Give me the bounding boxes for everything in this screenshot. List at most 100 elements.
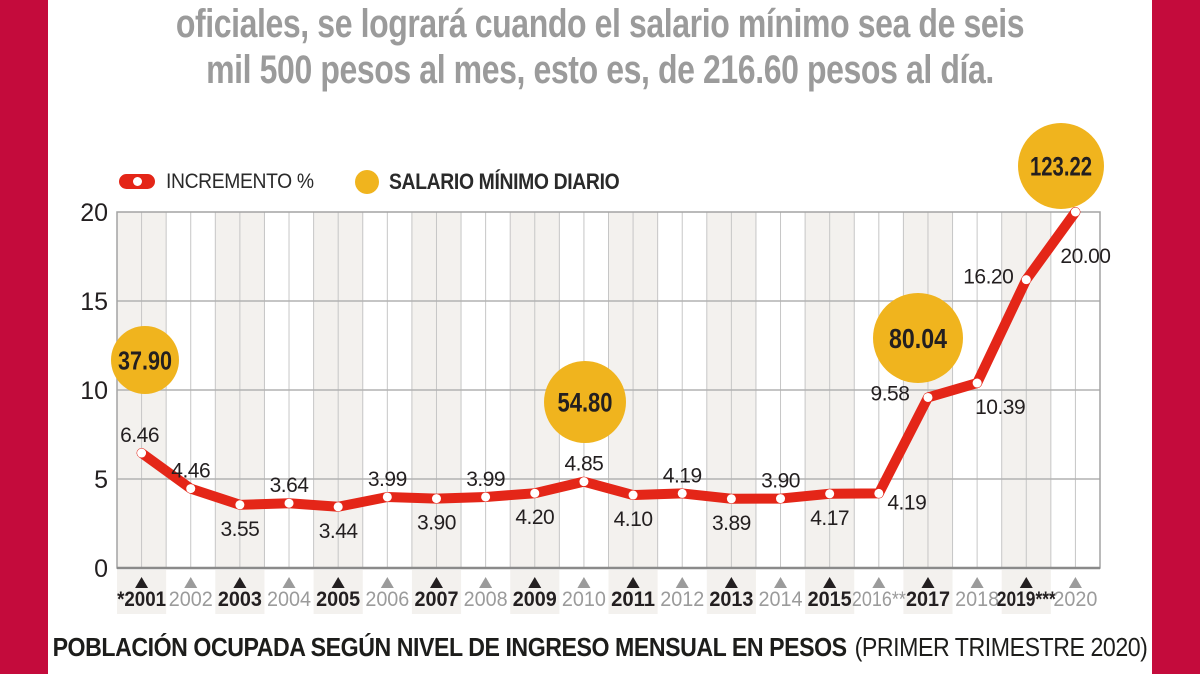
year-label: *2001 bbox=[117, 588, 166, 611]
year-tick-triangle bbox=[577, 577, 591, 588]
year-tick-triangle bbox=[380, 577, 394, 588]
year-label: 2007 bbox=[414, 588, 458, 611]
year-label: 2019*** bbox=[997, 588, 1057, 611]
year-tick-triangle bbox=[724, 577, 738, 588]
year-label: 2012 bbox=[660, 588, 704, 611]
data-point bbox=[137, 448, 147, 458]
year-tick-triangle bbox=[970, 577, 984, 588]
y-axis-label: 15 bbox=[80, 288, 108, 316]
data-point-label: 3.64 bbox=[270, 474, 310, 497]
salary-circle-swatch bbox=[354, 169, 379, 194]
data-point-label: 4.85 bbox=[564, 453, 603, 476]
y-axis-label: 10 bbox=[80, 377, 108, 405]
year-label: 2003 bbox=[218, 588, 262, 611]
data-point bbox=[874, 488, 884, 498]
left-border-bar bbox=[0, 0, 48, 674]
salary-circle-label: 37.90 bbox=[118, 345, 172, 375]
year-label: 2006 bbox=[365, 588, 409, 611]
data-point-label: 6.46 bbox=[120, 424, 159, 447]
headline-line-2: mil 500 pesos al mes, esto es, de 216.60… bbox=[206, 48, 994, 92]
year-tick-triangle bbox=[479, 577, 493, 588]
data-point bbox=[972, 378, 982, 388]
year-tick-triangle bbox=[872, 577, 886, 588]
year-tick-triangle bbox=[626, 577, 640, 588]
year-label: 2011 bbox=[611, 588, 655, 611]
footer-title: POBLACIÓN OCUPADA SEGÚN NIVEL DE INGRESO… bbox=[53, 632, 1148, 663]
y-axis-label: 5 bbox=[94, 466, 108, 494]
data-point-label: 16.20 bbox=[963, 266, 1013, 289]
data-point bbox=[677, 488, 687, 498]
year-tick-triangle bbox=[774, 577, 788, 588]
footer-title-note: (PRIMER TRIMESTRE 2020) bbox=[854, 632, 1148, 662]
year-label: 2014 bbox=[759, 588, 803, 611]
salary-circle-label: 80.04 bbox=[889, 323, 947, 354]
legend-salary-label: SALARIO MÍNIMO DIARIO bbox=[388, 168, 620, 194]
year-tick-triangle bbox=[282, 577, 296, 588]
increment-line-swatch bbox=[119, 174, 155, 189]
year-label: 2013 bbox=[709, 588, 753, 611]
data-point-label: 3.55 bbox=[220, 518, 259, 541]
data-point-label: 3.99 bbox=[368, 468, 407, 491]
salary-circle bbox=[544, 361, 626, 443]
year-label: 2005 bbox=[316, 588, 360, 611]
year-label: 2016** bbox=[852, 588, 906, 611]
year-tick-triangle bbox=[1068, 577, 1082, 588]
headline-line-1: oficiales, se logrará cuando el salario … bbox=[175, 2, 1025, 46]
year-label: 2020 bbox=[1053, 588, 1097, 611]
year-tick-triangle bbox=[528, 577, 542, 588]
data-point bbox=[726, 494, 736, 504]
data-point bbox=[1070, 207, 1080, 217]
year-tick-triangle bbox=[135, 577, 149, 588]
salary-circle bbox=[1018, 123, 1104, 209]
data-point-label: 3.89 bbox=[712, 512, 751, 535]
data-point-label: 3.44 bbox=[319, 520, 359, 543]
year-tick-triangle bbox=[184, 577, 198, 588]
data-point-label: 20.00 bbox=[1060, 245, 1110, 268]
chart-legend: INCREMENTO % SALARIO MÍNIMO DIARIO bbox=[119, 169, 650, 194]
data-point bbox=[825, 489, 835, 499]
year-label: 2008 bbox=[464, 588, 508, 611]
footer-title-main: POBLACIÓN OCUPADA SEGÚN NIVEL DE INGRESO… bbox=[52, 632, 848, 662]
salary-circle-label: 123.22 bbox=[1030, 152, 1092, 182]
data-point bbox=[776, 494, 786, 504]
data-point-label: 10.39 bbox=[975, 396, 1025, 419]
headline: oficiales, se logrará cuando el salario … bbox=[158, 1, 1041, 93]
year-label: 2009 bbox=[513, 588, 557, 611]
data-point-label: 4.19 bbox=[887, 491, 926, 514]
legend-increment-label: INCREMENTO % bbox=[166, 169, 314, 193]
year-tick-triangle bbox=[823, 577, 837, 588]
data-point-label: 3.99 bbox=[466, 468, 505, 491]
data-point bbox=[284, 498, 294, 508]
year-label: 2010 bbox=[562, 588, 606, 611]
year-tick-triangle bbox=[1019, 577, 1033, 588]
year-label: 2004 bbox=[267, 588, 311, 611]
year-label: 2017 bbox=[906, 588, 950, 611]
data-point bbox=[1021, 275, 1031, 285]
data-point-label: 9.58 bbox=[871, 382, 910, 405]
data-point-label: 4.19 bbox=[663, 464, 702, 487]
line-point-icon bbox=[133, 177, 142, 186]
data-point bbox=[579, 477, 589, 487]
year-label: 2015 bbox=[808, 588, 852, 611]
salary-circle bbox=[111, 326, 179, 394]
data-point-label: 3.90 bbox=[761, 470, 800, 493]
year-tick-triangle bbox=[921, 577, 935, 588]
data-point bbox=[628, 490, 638, 500]
data-point bbox=[530, 488, 540, 498]
increment-line bbox=[136, 207, 1081, 512]
data-point bbox=[481, 492, 491, 502]
data-point-label: 3.90 bbox=[417, 512, 456, 535]
data-point bbox=[382, 492, 392, 502]
year-label: 2018 bbox=[955, 588, 999, 611]
data-point bbox=[235, 500, 245, 510]
data-point bbox=[923, 392, 933, 402]
data-point-label: 4.46 bbox=[171, 460, 210, 483]
data-point bbox=[186, 484, 196, 494]
data-point-label: 4.17 bbox=[810, 507, 849, 530]
y-axis-label: 0 bbox=[94, 555, 108, 583]
right-border-bar bbox=[1152, 0, 1200, 674]
data-point-label: 4.10 bbox=[614, 508, 653, 531]
data-point bbox=[431, 494, 441, 504]
